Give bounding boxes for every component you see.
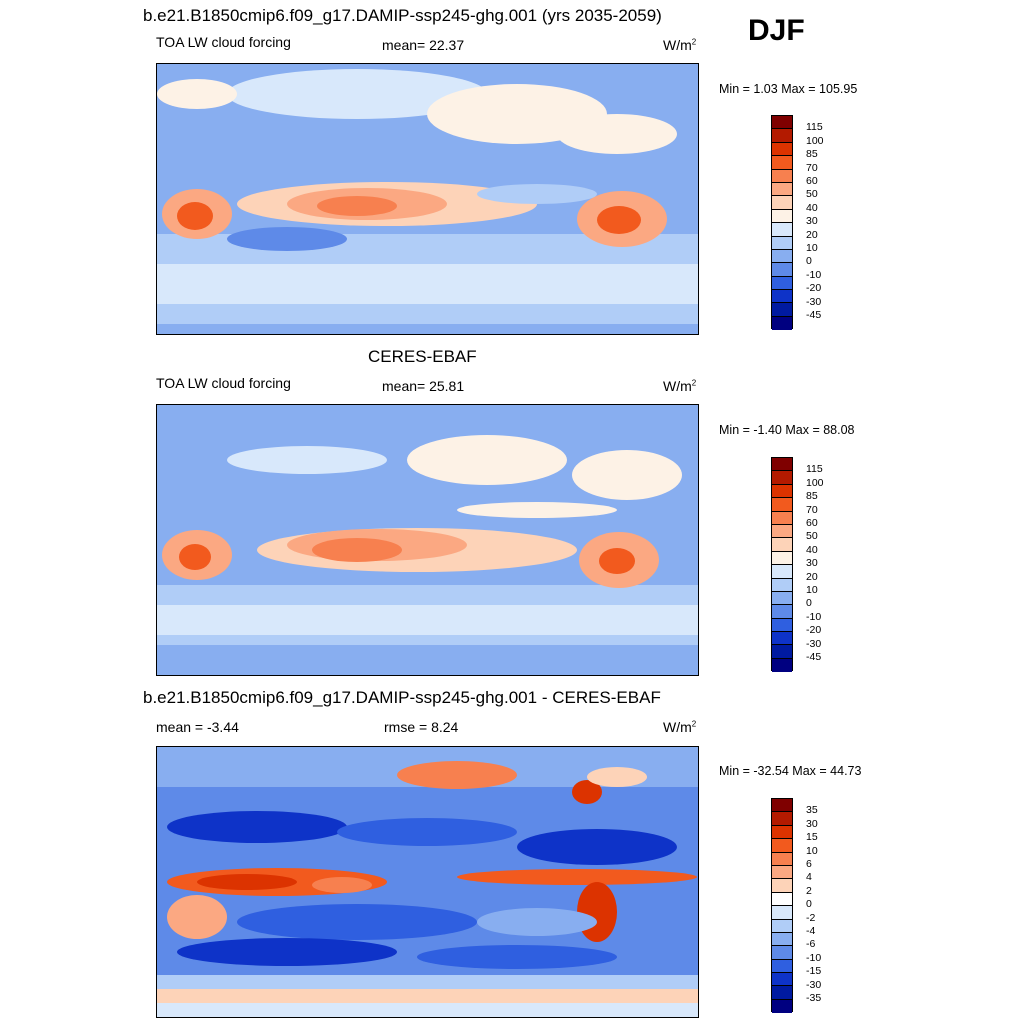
panel3-colorbar-tick: -30 — [806, 978, 822, 991]
panel1-title: b.e21.B1850cmip6.f09_g17.DAMIP-ssp245-gh… — [143, 6, 662, 25]
panel3-colorbar-tick: 0 — [806, 898, 812, 911]
panel1-colorbar-tick: 40 — [806, 201, 818, 214]
panel3-colorbar-tick: 15 — [806, 831, 818, 844]
panel1-colorbar-tick: 30 — [806, 215, 818, 228]
panel1-colorbar — [771, 115, 793, 330]
panel1-variable-label: TOA LW cloud forcing — [156, 34, 291, 50]
panel2-colorbar-tick: 30 — [806, 557, 818, 570]
panel3-colorbar — [771, 798, 793, 1013]
panel1-colorbar-tick: 60 — [806, 175, 818, 187]
panel3-colorbar-tick: 4 — [806, 871, 812, 884]
panel2-title: CERES-EBAF — [368, 347, 477, 366]
panel1-colorbar-tick: 85 — [806, 148, 818, 161]
panel2-colorbar-tick: 50 — [806, 530, 818, 543]
panel3-field — [157, 747, 698, 1017]
panel2-colorbar-tick: 70 — [806, 503, 818, 516]
panel2-colorbar-tick: 100 — [806, 476, 824, 489]
panel2-minmax: Min = -1.40 Max = 88.08 — [719, 423, 855, 437]
panel3-colorbar-tick: -15 — [806, 965, 822, 978]
panel2-mean-label: mean= 25.81 — [382, 378, 465, 394]
season-label: DJF — [748, 14, 805, 47]
panel2-colorbar-tick: 60 — [806, 517, 818, 529]
panel1-colorbar-tick: -20 — [806, 282, 822, 295]
panel1-colorbar-tick: 10 — [806, 242, 818, 254]
panel2-colorbar-tick: -45 — [806, 651, 822, 663]
panel1-colorbar-tick: 115 — [806, 121, 823, 134]
panel1-mean-label: mean= 22.37 — [382, 37, 465, 53]
panel2-colorbar-tick: -10 — [806, 610, 822, 623]
panel3-title: b.e21.B1850cmip6.f09_g17.DAMIP-ssp245-gh… — [143, 688, 661, 707]
panel1-colorbar-tick: -30 — [806, 295, 822, 308]
panel2-colorbar-tick: -20 — [806, 624, 822, 637]
panel2-colorbar — [771, 457, 793, 672]
panel3-colorbar-tick: 35 — [806, 804, 818, 817]
panel2-colorbar-tick: 0 — [806, 597, 812, 610]
panel1-colorbar-tick: 20 — [806, 228, 818, 241]
panel3-rmse-label: rmse = 8.24 — [384, 719, 459, 735]
panel1-colorbar-tick: 50 — [806, 188, 818, 201]
panel2-colorbar-tick: 20 — [806, 570, 818, 583]
panel2-variable-label: TOA LW cloud forcing — [156, 375, 291, 391]
panel1-map — [156, 63, 699, 335]
panel3-colorbar-tick: -6 — [806, 938, 816, 951]
panel1-colorbar-tick: -45 — [806, 309, 822, 321]
panel3-colorbar-tick: -35 — [806, 992, 822, 1004]
panel2-colorbar-tick: 85 — [806, 490, 818, 503]
panel1-colorbar-tick: 70 — [806, 161, 818, 174]
panel1-field — [157, 64, 698, 334]
panel3-colorbar-tick: -2 — [806, 911, 816, 924]
panel1-colorbar-tick: -10 — [806, 268, 822, 281]
panel3-minmax: Min = -32.54 Max = 44.73 — [719, 764, 862, 778]
panel3-mean-label: mean = -3.44 — [156, 719, 239, 735]
panel1-colorbar-tick: 0 — [806, 255, 812, 268]
panel2-colorbar-tick: 10 — [806, 584, 818, 596]
panel3-colorbar-tick: -4 — [806, 925, 816, 937]
panel3-map — [156, 746, 699, 1018]
panel3-colorbar-tick: 6 — [806, 858, 812, 870]
panel1-colorbar-tick: 100 — [806, 134, 824, 147]
panel3-colorbar-tick: 30 — [806, 817, 818, 830]
panel2-colorbar-tick: 115 — [806, 463, 823, 476]
panel2-units: W/m2 — [663, 378, 697, 394]
panel3-colorbar-tick: -10 — [806, 951, 822, 964]
panel2-colorbar-tick: 40 — [806, 543, 818, 556]
panel2-field — [157, 405, 698, 675]
panel2-map — [156, 404, 699, 676]
panel3-colorbar-tick: 2 — [806, 884, 812, 897]
panel1-minmax: Min = 1.03 Max = 105.95 — [719, 82, 858, 96]
panel1-units: W/m2 — [663, 37, 697, 53]
panel3-colorbar-tick: 10 — [806, 844, 818, 857]
panel3-units: W/m2 — [663, 719, 697, 735]
panel2-colorbar-tick: -30 — [806, 637, 822, 650]
